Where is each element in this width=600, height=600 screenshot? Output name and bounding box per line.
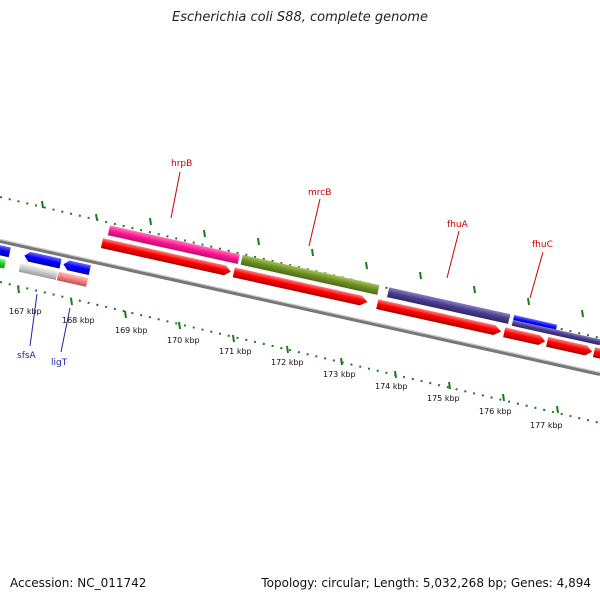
tick-label: 170 kbp (167, 336, 200, 345)
tick-label: 167 kbp (9, 307, 42, 316)
gene-left-blue-1[interactable] (0, 244, 11, 258)
cds-arrow-2[interactable] (232, 267, 369, 306)
gene-hrpB-feature[interactable] (107, 225, 240, 264)
gene-label-hrpB[interactable]: hrpB (171, 159, 192, 169)
gene-label-mrcB[interactable]: mrcB (308, 188, 331, 198)
tick-label: 173 kbp (323, 370, 356, 379)
tick-label: 171 kbp (219, 347, 252, 356)
gene-left-green[interactable] (0, 257, 7, 269)
outer-ticks (41, 200, 584, 318)
tick-label: 168 kbp (62, 316, 95, 325)
gene-label-fhuA[interactable]: fhuA (447, 220, 469, 230)
cds-arrow-4[interactable] (503, 327, 546, 346)
tick-label: 177 kbp (530, 421, 563, 430)
gene-sfsA-feature[interactable] (18, 263, 58, 281)
inner-ticks (17, 285, 559, 414)
gene-ligT-feature[interactable] (56, 271, 89, 287)
cds-arrow-5[interactable] (546, 336, 593, 357)
gene-label-fhuC[interactable]: fhuC (532, 240, 553, 250)
accession-text: Accession: NC_011742 (10, 576, 147, 590)
gene-mrcB-feature[interactable] (240, 254, 380, 295)
gene-left-blue-3[interactable] (62, 259, 91, 276)
tick-label: 169 kbp (115, 326, 148, 335)
cds-arrow-6[interactable] (592, 347, 600, 365)
gene-label-sfsA[interactable]: sfsA (17, 351, 37, 361)
tick-label: 176 kbp (479, 407, 512, 416)
gene-fhuA-feature[interactable] (387, 287, 511, 324)
gene-callouts-below (29, 293, 71, 353)
genome-backbone (0, 239, 600, 376)
map-title: Escherichia coli S88, complete genome (172, 10, 428, 25)
cds-arrow-3[interactable] (376, 299, 502, 336)
inner-scale-ring (0, 281, 600, 424)
cds-arrow-1[interactable] (100, 238, 232, 276)
genome-summary-text: Topology: circular; Length: 5,032,268 bp… (261, 576, 591, 590)
tick-label: 175 kbp (427, 394, 460, 403)
gene-left-blue-2[interactable] (23, 251, 62, 269)
gene-fhuD-feature[interactable] (511, 319, 600, 346)
tick-label: 174 kbp (375, 382, 408, 391)
gene-label-ligT[interactable]: ligT (51, 358, 68, 368)
tick-label: 172 kbp (271, 358, 304, 367)
gene-callouts-above (170, 171, 544, 299)
